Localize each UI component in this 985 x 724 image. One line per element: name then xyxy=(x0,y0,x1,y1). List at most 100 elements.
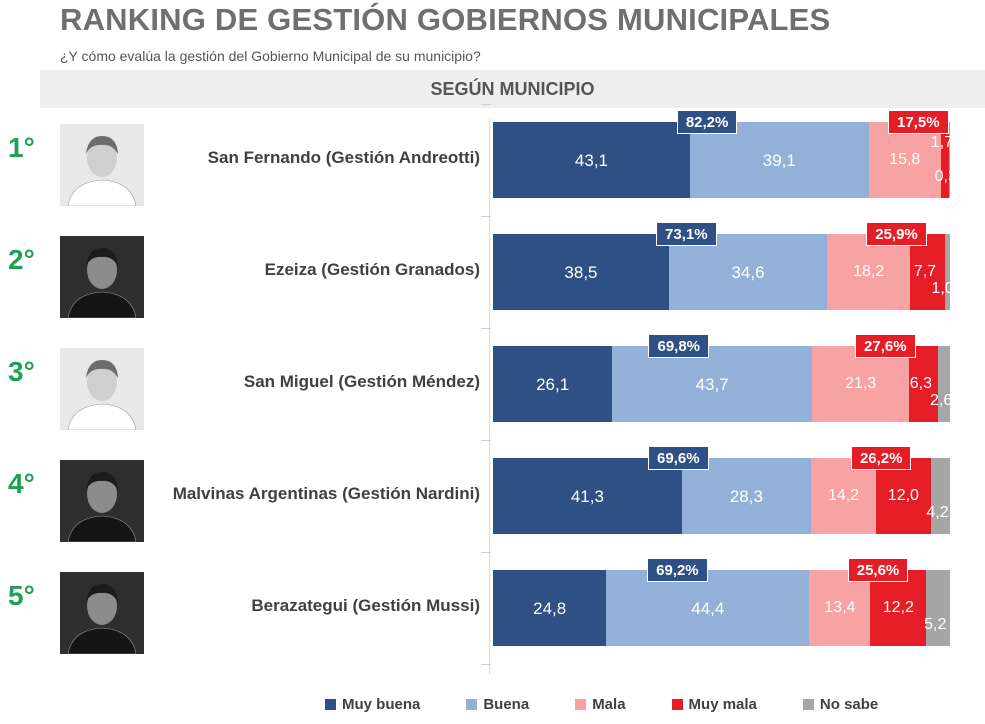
bar-segment-muy-mala xyxy=(909,346,939,422)
data-label: 43,7 xyxy=(695,375,729,394)
portrait-photo-nardini xyxy=(60,460,144,542)
rank-label: 3° xyxy=(8,356,35,387)
data-label: 4,2 xyxy=(926,504,949,521)
data-label: 13,4 xyxy=(824,599,856,616)
data-label: 24,8 xyxy=(533,599,567,618)
chart-row: 4° Malvinas Argentinas (Gestión Nardini) 4… xyxy=(0,440,985,552)
rank-label: 4° xyxy=(8,468,35,499)
data-label: 7,7 xyxy=(913,263,937,280)
category-label: Ezeiza (Gestión Granados) xyxy=(264,260,480,279)
portrait-photo-andreotti xyxy=(60,124,144,206)
data-label: 14,2 xyxy=(827,487,860,504)
chart-legend: Muy buena Buena Mala Muy mala No sabe xyxy=(325,696,878,713)
axis-tick xyxy=(481,216,491,217)
category-label: San Fernando (Gestión Andreotti) xyxy=(207,148,480,167)
bar-segment-muy-buena xyxy=(493,122,690,198)
data-label: 12,2 xyxy=(882,599,914,616)
data-label: 26,1 xyxy=(536,375,570,394)
legend-label: Mala xyxy=(592,696,626,713)
bar-segment-muy-buena xyxy=(493,570,607,646)
rank-label: 5° xyxy=(8,580,35,611)
data-label: 41,3 xyxy=(570,487,604,506)
axis-tick xyxy=(481,104,491,105)
portrait-photo-mendez xyxy=(60,348,144,430)
bar-segment-buena xyxy=(612,346,812,422)
portrait-photo-mussi xyxy=(60,572,144,654)
positive-total-badge: 69,8% xyxy=(648,334,710,358)
stacked-bar: 41,3 28,3 14,2 12,0 4,2 69,6% 26,2% xyxy=(493,446,950,534)
negative-total-badge: 25,6% xyxy=(847,558,909,582)
section-header-label: SEGÚN MUNICIPIO xyxy=(430,78,595,99)
data-label: 1,7 xyxy=(930,134,953,151)
data-label: 0,3 xyxy=(934,168,957,185)
bar-segment-buena xyxy=(668,234,828,310)
legend-swatch xyxy=(802,699,814,710)
chart-row: 1° San Fernando (Gestión Andreotti) 43,1 39… xyxy=(0,104,985,216)
legend-swatch xyxy=(671,699,683,710)
chart-title: RANKING DE GESTIÓN GOBIERNOS MUNICIPALES xyxy=(60,2,831,37)
negative-total-badge: 25,9% xyxy=(866,222,927,246)
legend-swatch xyxy=(575,699,587,710)
legend-label: Muy buena xyxy=(342,696,421,713)
bar-segment-mala xyxy=(811,458,876,534)
legend-item: Mala xyxy=(575,696,626,713)
category-label: Berazategui (Gestión Mussi) xyxy=(251,596,480,615)
legend-swatch xyxy=(325,699,336,710)
chart-row: 3° San Miguel (Gestión Méndez) 26,1 43,7 21,… xyxy=(0,328,985,440)
data-label: 44,4 xyxy=(691,599,725,618)
positive-total-badge: 69,2% xyxy=(647,558,708,582)
bar-segment-mala xyxy=(827,234,911,310)
data-label: 2,6 xyxy=(930,392,953,409)
bar-segment-buena xyxy=(606,570,810,646)
category-label: San Miguel (Gestión Méndez) xyxy=(243,372,480,391)
bar-segment-muy-buena xyxy=(493,346,613,422)
bar-segment-muy-mala xyxy=(910,234,946,310)
rank-label: 1° xyxy=(8,132,35,163)
data-label: 38,5 xyxy=(564,263,598,282)
axis-line xyxy=(489,118,490,674)
data-label: 28,3 xyxy=(729,487,763,506)
data-label: 18,2 xyxy=(853,263,885,280)
data-label: 34,6 xyxy=(731,263,765,282)
positive-total-badge: 73,1% xyxy=(656,222,717,246)
bar-segment-muy-buena xyxy=(493,458,682,534)
bar-segment-buena xyxy=(681,458,812,534)
data-label: 43,1 xyxy=(574,151,609,170)
data-label: 6,3 xyxy=(909,375,932,392)
chart-subtitle: ¿Y cómo evalúa la gestión del Gobierno M… xyxy=(60,48,481,64)
data-label: 1,0 xyxy=(931,280,954,297)
bar-segment-buena xyxy=(689,122,869,198)
chart-row: 5° Berazategui (Gestión Mussi) 24,8 44,4 13,… xyxy=(0,552,985,664)
data-label: 39,1 xyxy=(762,151,796,170)
legend-label: Buena xyxy=(483,696,530,713)
legend-item: Muy mala xyxy=(671,696,757,713)
stacked-bar: 38,5 34,6 18,2 7,7 1,0 73,1% 25,9% xyxy=(493,222,954,310)
portrait-photo-granados xyxy=(60,236,144,318)
bar-segment-no-sabe xyxy=(926,570,950,646)
bar-segment-no-sabe xyxy=(938,346,950,422)
data-label: 12,0 xyxy=(887,487,919,504)
bar-segment-muy-buena xyxy=(493,234,669,310)
axis-tick xyxy=(481,328,491,329)
bar-segment-muy-mala xyxy=(940,122,949,198)
axis-tick xyxy=(481,552,491,553)
bar-segment-mala xyxy=(811,346,910,422)
bar-segment-no-sabe xyxy=(945,234,950,310)
section-header: SEGÚN MUNICIPIO xyxy=(40,70,985,108)
bar-segment-no-sabe xyxy=(948,122,950,198)
category-label: Malvinas Argentinas (Gestión Nardini) xyxy=(172,484,480,503)
negative-total-badge: 27,6% xyxy=(855,334,916,358)
positive-total-badge: 69,6% xyxy=(648,446,709,470)
negative-total-badge: 17,5% xyxy=(888,110,949,134)
stacked-bar: 43,1 39,1 15,8 1,7 0,3 82,2% 17,5% xyxy=(493,110,957,198)
bar-segment-muy-mala xyxy=(875,458,931,534)
data-label: 15,8 xyxy=(889,151,921,168)
legend-item: Buena xyxy=(466,696,529,713)
stacked-bar: 26,1 43,7 21,3 6,3 2,6 69,8% 27,6% xyxy=(493,334,953,422)
data-label: 21,3 xyxy=(845,375,877,392)
legend-label: Muy mala xyxy=(688,696,757,713)
bar-segment-muy-mala xyxy=(870,570,927,646)
axis-tick xyxy=(481,664,491,665)
legend-label: No sabe xyxy=(819,696,879,713)
bar-segment-no-sabe xyxy=(930,458,950,534)
